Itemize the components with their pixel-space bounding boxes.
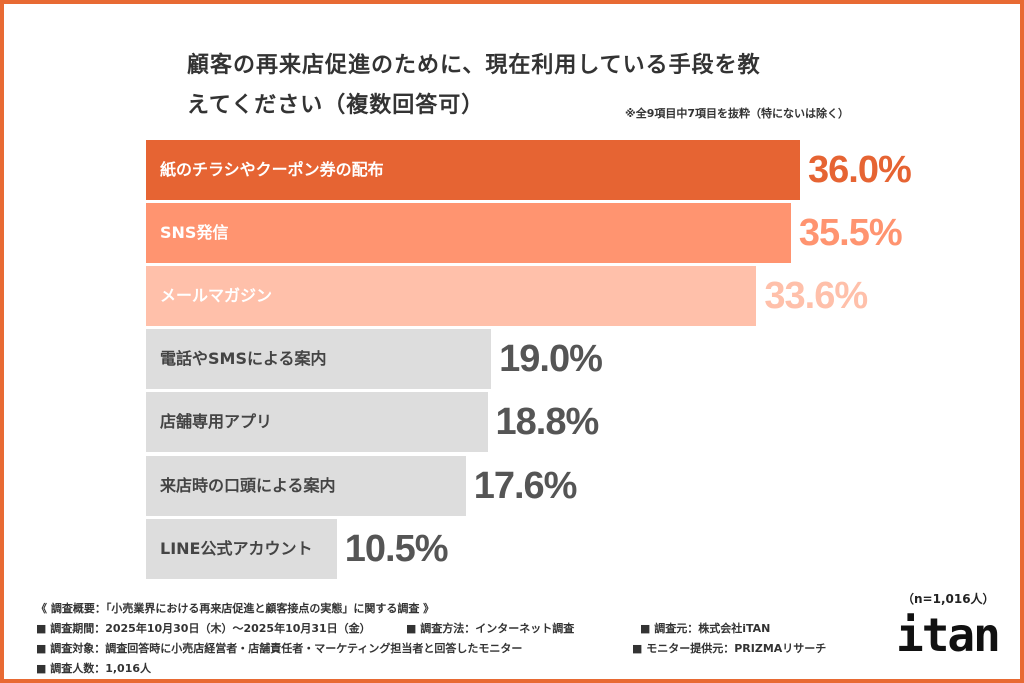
bar-4 xyxy=(146,329,492,390)
value-label: 19.0% xyxy=(499,338,603,381)
value-label: 10.5% xyxy=(344,527,449,570)
value-label: 35.5% xyxy=(798,212,903,255)
bar-2 xyxy=(146,203,791,264)
category-label: SNS発信 xyxy=(160,223,229,243)
itan-logo: itan xyxy=(896,608,1001,662)
sample-size: （n=1,016人） xyxy=(902,592,995,606)
category-label: 紙のチラシやクーポン券の配布 xyxy=(160,160,384,179)
bar-3 xyxy=(146,266,757,327)
category-label: 電話やSMSによる案内 xyxy=(160,349,327,369)
footer-target: ■ 調査対象：調査回答時に小売店経営者・店舗責任者・マーケティング担当者と回答し… xyxy=(36,642,523,655)
bar-7 xyxy=(146,518,337,579)
value-label: 18.8% xyxy=(495,401,600,444)
footer-source: ■ 調査元：株式会社iTAN xyxy=(640,622,771,635)
bar-1 xyxy=(146,140,800,200)
bar-5 xyxy=(146,392,488,453)
title-line-2: えてください（複数回答可） xyxy=(187,93,485,118)
footer-count: ■ 調査人数：1,016人 xyxy=(36,662,152,675)
footer-method: ■ 調査方法：インターネット調査 xyxy=(406,622,575,635)
footer-overview: 《 調査概要：「小売業界における再来店促進と顧客接点の実態」に関する調査 》 xyxy=(36,602,435,615)
category-label: LINE公式アカウント xyxy=(160,538,313,558)
value-label: 36.0% xyxy=(808,149,912,191)
value-label: 33.6% xyxy=(764,275,868,318)
footer-period: ■ 調査期間：2025年10月30日（木）〜2025年10月31日（金） xyxy=(36,622,371,635)
footer-provider: ■ モニター提供元：PRIZMAリサーチ xyxy=(632,642,827,655)
value-label: 17.6% xyxy=(473,464,578,507)
category-label: 来店時の口頭による案内 xyxy=(160,475,336,495)
title-line-1: 顧客の再来店促進のために、現在利用している手段を教 xyxy=(187,53,761,78)
bar-6 xyxy=(146,455,466,516)
category-label: メールマガジン xyxy=(160,286,273,306)
chart-title: 顧客の再来店促進のために、現在利用している手段を教 えてください（複数回答可） xyxy=(187,46,867,126)
category-label: 店舗専用アプリ xyxy=(160,412,273,432)
chart-note: ※全9項目中7項目を抜粋（特にないは除く） xyxy=(625,107,850,120)
